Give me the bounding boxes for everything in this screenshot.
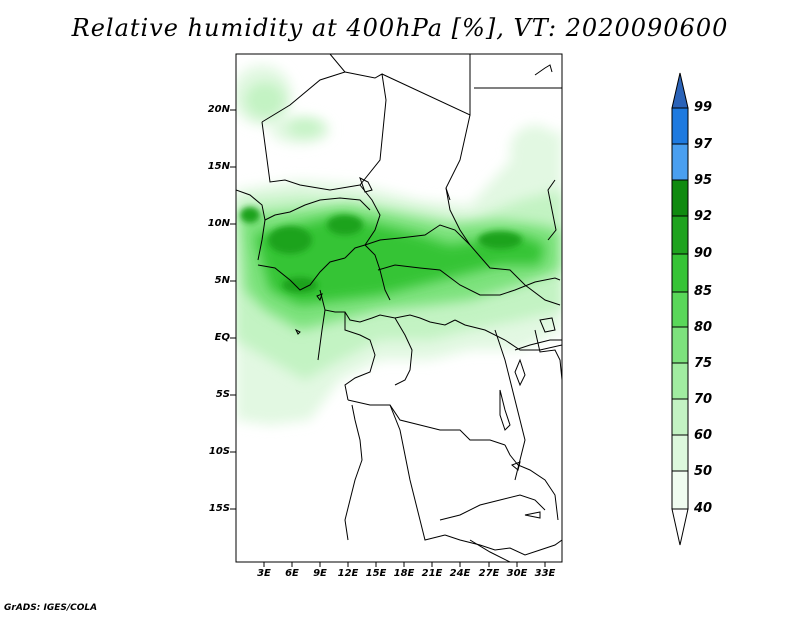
colorbar-segment-80	[671, 291, 689, 328]
lat-label-5s: 5S	[215, 389, 230, 400]
lon-label-6e: 6E	[285, 568, 299, 579]
lon-label-21e: 21E	[421, 568, 443, 579]
colorbar-segment-95	[671, 143, 689, 181]
colorbar-bottom-arrow	[671, 508, 689, 546]
colorbar-label-40: 40	[694, 501, 713, 516]
lat-label-10n: 10N	[207, 218, 230, 229]
colorbar-segment-70	[671, 362, 689, 400]
colorbar-segment-85	[671, 253, 689, 293]
colorbar-label-85: 85	[694, 284, 713, 299]
colorbar-top-arrow	[671, 72, 689, 109]
colorbar-segment-92	[671, 179, 689, 217]
colorbar-segment-60	[671, 398, 689, 436]
colorbar-label-97: 97	[694, 137, 713, 152]
lat-label-15n: 15N	[207, 161, 230, 172]
colorbar-label-95: 95	[694, 173, 713, 188]
colorbar-segment-90	[671, 215, 689, 255]
lon-label-9e: 9E	[313, 568, 327, 579]
map-title: Relative humidity at 400hPa [%], VT: 202…	[71, 14, 729, 42]
lat-label-10s: 10S	[208, 446, 230, 457]
lon-label-12e: 12E	[337, 568, 359, 579]
lon-label-24e: 24E	[449, 568, 471, 579]
country-borders	[236, 54, 562, 562]
humidity-shading	[236, 65, 562, 425]
colorbar-label-50: 50	[694, 464, 713, 479]
colorbar	[671, 72, 689, 546]
axis-ticks	[230, 109, 546, 567]
lon-label-18e: 18E	[393, 568, 415, 579]
lat-label-5n: 5N	[214, 275, 230, 286]
colorbar-label-80: 80	[694, 320, 713, 335]
lat-label-eq: EQ	[214, 332, 230, 343]
colorbar-segment-40	[671, 470, 689, 510]
colorbar-segment-50	[671, 434, 689, 472]
lon-label-33e: 33E	[534, 568, 556, 579]
lat-label-15s: 15S	[208, 503, 230, 514]
colorbar-segment-97	[671, 107, 689, 145]
colorbar-segment-75	[671, 326, 689, 364]
colorbar-label-60: 60	[694, 428, 713, 443]
grads-credit: GrADS: IGES/COLA	[4, 603, 98, 613]
colorbar-label-99: 99	[694, 100, 713, 115]
colorbar-label-75: 75	[694, 356, 713, 371]
colorbar-label-70: 70	[694, 392, 713, 407]
lon-label-30e: 30E	[506, 568, 528, 579]
lon-label-3e: 3E	[257, 568, 271, 579]
colorbar-label-90: 90	[694, 246, 713, 261]
lon-label-27e: 27E	[478, 568, 500, 579]
colorbar-label-92: 92	[694, 209, 713, 224]
lon-label-15e: 15E	[365, 568, 387, 579]
lat-label-20n: 20N	[207, 104, 230, 115]
map-frame	[235, 53, 563, 563]
